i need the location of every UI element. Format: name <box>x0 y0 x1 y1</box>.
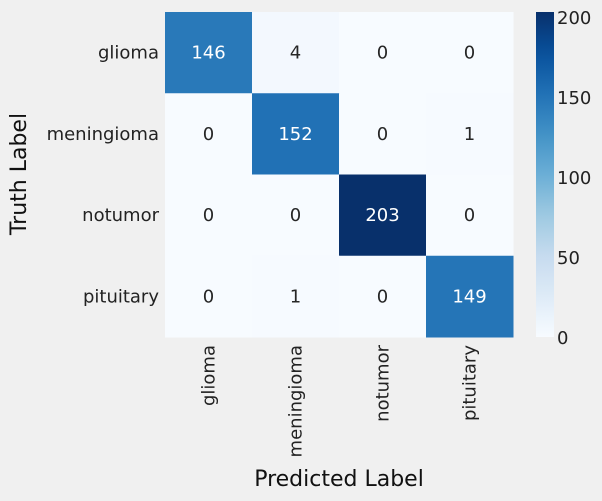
cell-value-label: 0 <box>464 43 475 64</box>
cell-value-label: 0 <box>203 286 214 307</box>
cell-value-label: 1 <box>464 124 475 145</box>
y-tick-label: notumor <box>82 205 159 226</box>
cell-value-label: 0 <box>377 124 388 145</box>
heatmap-cell <box>252 174 340 257</box>
heatmap-cell <box>426 93 514 175</box>
heatmap-cell <box>252 12 340 94</box>
cell-value-label: 0 <box>203 205 214 226</box>
heatmap-cell <box>426 174 514 257</box>
cell-value-label: 1 <box>290 286 301 307</box>
cell-annotations: 146 4 0 0 0 152 0 1 0 0 203 0 0 1 0 149 <box>191 43 486 308</box>
colorbar-tick-label: 150 <box>557 88 591 109</box>
cell-value-label: 4 <box>290 43 301 64</box>
colorbar-tick-label: 100 <box>557 168 591 189</box>
heatmap-cell <box>165 12 253 94</box>
y-tick-label: meningioma <box>47 124 159 145</box>
colorbar-tick-label: 0 <box>557 328 568 349</box>
y-tick-label: pituitary <box>83 286 159 307</box>
cell-value-label: 152 <box>278 124 312 145</box>
heatmap-cell <box>339 174 427 257</box>
x-axis-tick-labels: glioma meningioma notumor pituitary <box>199 344 481 457</box>
x-tick-label: glioma <box>199 345 220 406</box>
x-tick-label: notumor <box>373 344 394 421</box>
cell-value-label: 203 <box>365 205 399 226</box>
y-axis-title: Truth Label <box>7 113 32 236</box>
heatmap-cell <box>252 255 340 338</box>
cell-value-label: 0 <box>203 124 214 145</box>
cell-value-label: 0 <box>290 205 301 226</box>
cell-value-label: 0 <box>377 43 388 64</box>
colorbar-tick-label: 200 <box>557 8 591 29</box>
heatmap-cell <box>165 174 253 257</box>
y-tick-label: glioma <box>98 43 159 64</box>
heatmap-cell <box>339 255 427 338</box>
heatmap-cell <box>426 255 514 338</box>
heatmap-cell <box>339 12 427 94</box>
heatmap-cell <box>339 93 427 175</box>
heatmap-cell <box>165 255 253 338</box>
x-tick-label: pituitary <box>460 345 481 421</box>
y-axis-tick-labels: glioma meningioma notumor pituitary <box>47 43 160 308</box>
x-axis-title: Predicted Label <box>254 467 424 492</box>
cell-value-label: 146 <box>191 43 225 64</box>
cell-value-label: 149 <box>452 286 486 307</box>
colorbar-gradient-bar <box>536 12 554 337</box>
heatmap <box>165 12 514 338</box>
colorbar-tick-label: 50 <box>557 248 580 269</box>
heatmap-cell <box>252 93 340 175</box>
heatmap-cell <box>426 12 514 94</box>
colorbar: 0 50 100 150 200 <box>536 8 591 349</box>
heatmap-cell <box>165 93 253 175</box>
x-tick-label: meningioma <box>286 345 307 457</box>
cell-value-label: 0 <box>464 205 475 226</box>
colorbar-ticks: 0 50 100 150 200 <box>557 8 591 349</box>
cell-value-label: 0 <box>377 286 388 307</box>
